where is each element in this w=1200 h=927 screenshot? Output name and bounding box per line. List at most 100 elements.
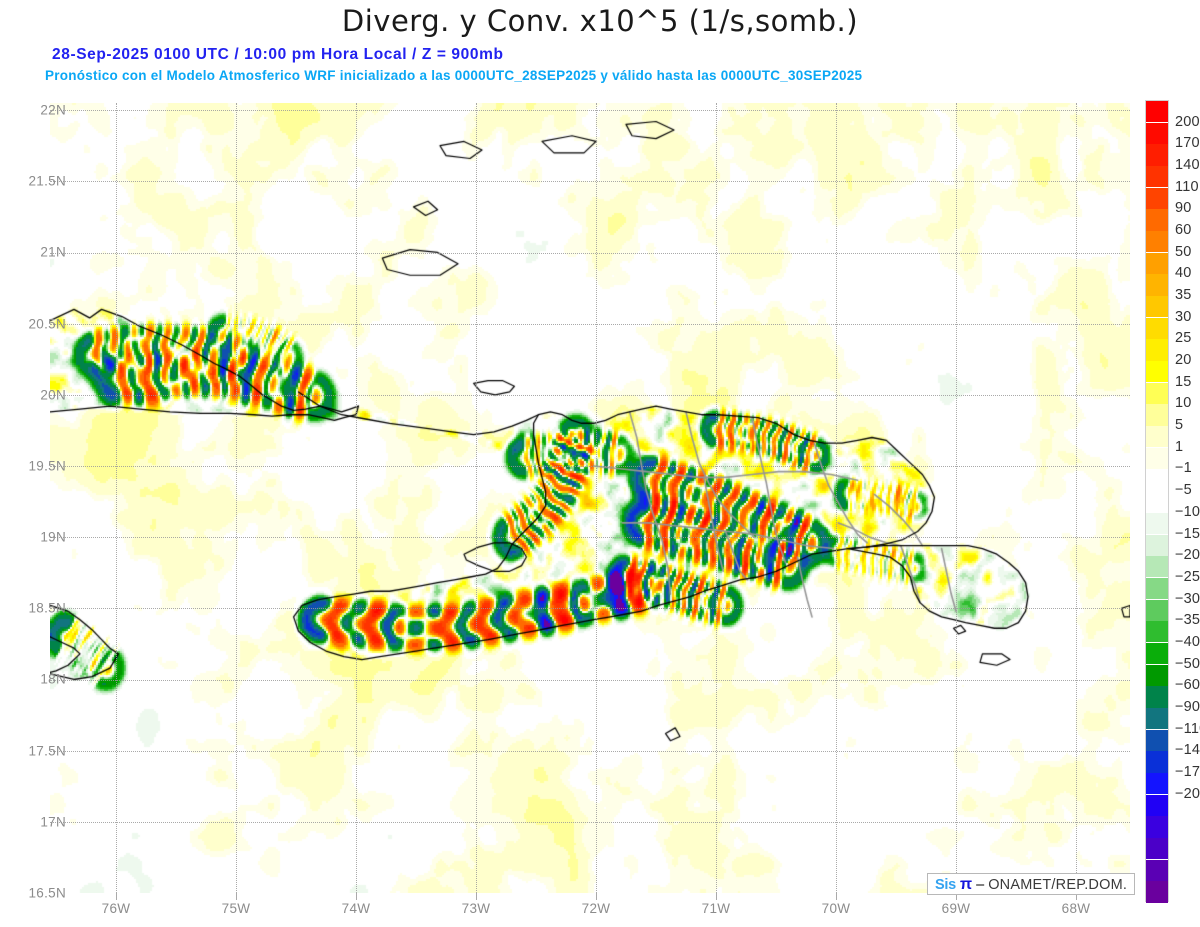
header: Diverg. y Conv. x10^5 (1/s,somb.) 28-Sep… <box>0 0 1200 94</box>
lon-tick-mark <box>356 893 357 900</box>
page-title: Diverg. y Conv. x10^5 (1/s,somb.) <box>341 4 859 38</box>
colorbar-cell <box>1146 447 1168 471</box>
colorbar-tick-label: 40 <box>1175 265 1192 282</box>
colorbar-tick-label: 170 <box>1175 135 1200 152</box>
colorbar-cell <box>1146 274 1168 297</box>
lon-tick-mark <box>236 893 237 900</box>
colorbar-tick-label: −40 <box>1175 633 1200 650</box>
colorbar-tick-label: 5 <box>1175 417 1184 434</box>
colorbar-cell <box>1146 122 1168 145</box>
divergence-convergence-heatmap <box>50 103 1130 893</box>
colorbar-cell <box>1146 339 1168 362</box>
colorbar-tick-label: −50 <box>1175 655 1200 672</box>
colorbar-cell <box>1146 816 1168 839</box>
lat-tick-label: 17.5N <box>28 743 66 759</box>
pi-icon: π <box>959 875 973 893</box>
lon-tick-label: 71W <box>701 901 731 916</box>
colorbar-tick-label: 30 <box>1175 308 1192 325</box>
attribution-organization: ONAMET/REP.DOM. <box>988 876 1128 893</box>
lat-tick-label: 21N <box>40 244 66 260</box>
colorbar-tick-label: −10 <box>1175 503 1200 520</box>
lon-tick-label: 74W <box>341 901 371 916</box>
colorbar-tick-label: −25 <box>1175 568 1200 585</box>
lat-tick-label: 22N <box>40 102 66 118</box>
colorbar-cell <box>1146 859 1168 882</box>
model-run-description: Pronóstico con el Modelo Atmosferico WRF… <box>45 68 863 83</box>
colorbar-tick-label: −5 <box>1175 482 1192 499</box>
colorbar-tick-label: 110 <box>1175 178 1199 195</box>
colorbar-cell <box>1146 491 1168 514</box>
lat-tick-label: 21.5N <box>28 173 66 189</box>
colorbar-tick-label: −200 <box>1175 785 1200 802</box>
colorbar-tick-label: 15 <box>1175 373 1192 390</box>
colorbar-cell <box>1146 729 1168 752</box>
colorbar-cell <box>1146 144 1168 167</box>
colorbar-cell <box>1146 166 1168 189</box>
colorbar-cell <box>1146 837 1168 861</box>
colorbar-cell <box>1146 664 1168 687</box>
colorbar-cell <box>1146 534 1168 557</box>
lon-tick-mark <box>716 893 717 900</box>
lon-tick-label: 72W <box>581 901 611 916</box>
colorbar-tick-label: −20 <box>1175 547 1200 564</box>
colorbar-cell <box>1146 794 1168 817</box>
colorbar-tick-label: 50 <box>1175 243 1192 260</box>
colorbar-tick-label: 25 <box>1175 330 1192 347</box>
lon-tick-mark <box>836 893 837 900</box>
colorbar-tick-label: 35 <box>1175 287 1192 304</box>
colorbar-cell <box>1146 686 1168 709</box>
colorbar-tick-label: 1 <box>1175 438 1184 455</box>
lon-tick-mark <box>476 893 477 900</box>
colorbar-cell <box>1146 469 1168 492</box>
colorbar <box>1145 100 1169 904</box>
colorbar-tick-label: 10 <box>1175 395 1192 412</box>
colorbar-cell <box>1146 599 1168 622</box>
colorbar-cell <box>1146 209 1168 232</box>
colorbar-tick-label: −90 <box>1175 698 1200 715</box>
colorbar-tick-label: 20 <box>1175 352 1192 369</box>
colorbar-cell <box>1146 252 1168 275</box>
lon-tick-mark <box>956 893 957 900</box>
lon-tick-label: 70W <box>821 901 851 916</box>
colorbar-cell <box>1146 751 1168 774</box>
lat-tick-label: 16.5N <box>28 885 66 901</box>
lon-tick-label: 68W <box>1061 901 1091 916</box>
lat-tick-label: 18.5N <box>28 600 66 616</box>
attribution-dash: – <box>976 876 985 893</box>
colorbar-cell <box>1146 404 1168 427</box>
forecast-valid-time: 28-Sep-2025 0100 UTC / 10:00 pm Hora Loc… <box>52 46 504 63</box>
lat-tick-label: 17N <box>40 814 66 830</box>
colorbar-cell <box>1146 642 1168 666</box>
colorbar-tick-label: −140 <box>1175 742 1200 759</box>
colorbar-cell <box>1146 577 1168 601</box>
colorbar-cell <box>1146 707 1168 731</box>
sis-logo-text: Sis <box>935 876 956 893</box>
colorbar-cell <box>1146 881 1168 904</box>
colorbar-cell <box>1146 361 1168 384</box>
lon-tick-label: 73W <box>461 901 491 916</box>
colorbar-tick-label: −1 <box>1175 460 1192 477</box>
lon-tick-mark <box>596 893 597 900</box>
lat-tick-label: 20N <box>40 387 66 403</box>
colorbar-tick-label: −35 <box>1175 612 1200 629</box>
colorbar-tick-label: 60 <box>1175 222 1192 239</box>
lat-tick-label: 20.5N <box>28 316 66 332</box>
attribution-badge: Sis π – ONAMET/REP.DOM. <box>927 873 1136 895</box>
lon-tick-label: 76W <box>101 901 131 916</box>
colorbar-cell <box>1146 231 1168 254</box>
colorbar-tick-label: −15 <box>1175 525 1200 542</box>
lat-tick-label: 18N <box>40 671 66 687</box>
colorbar-cell <box>1146 317 1168 341</box>
colorbar-tick-label: 140 <box>1175 157 1200 174</box>
lon-tick-mark <box>1076 893 1077 900</box>
colorbar-cell <box>1146 187 1168 210</box>
lon-tick-label: 75W <box>221 901 251 916</box>
map-plot-area[interactable] <box>50 103 1130 893</box>
colorbar-tick-label: 90 <box>1175 200 1192 217</box>
colorbar-cell <box>1146 512 1168 536</box>
lon-tick-mark <box>116 893 117 900</box>
colorbar-cell <box>1146 382 1168 406</box>
colorbar-tick-label: 200 <box>1175 113 1200 130</box>
colorbar-cell <box>1146 621 1168 644</box>
colorbar-cell <box>1146 556 1168 579</box>
